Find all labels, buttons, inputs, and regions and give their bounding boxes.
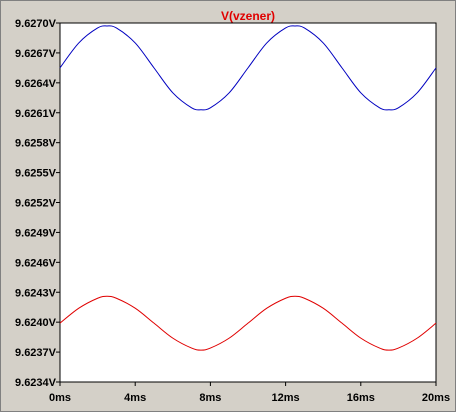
x-tick-label: 20ms (422, 392, 450, 404)
plot-area (59, 22, 437, 383)
x-axis: 0ms 4ms 8ms 12ms 16ms 20ms (49, 382, 450, 404)
y-axis: 9.6270V 9.6267V 9.6264V 9.6261V 9.6258V 9.625… (15, 18, 60, 389)
y-tick-label: 9.6267V (15, 48, 57, 60)
x-tick-label: 12ms (272, 392, 300, 404)
series-line-1 (59, 25, 437, 111)
y-tick-label: 9.6255V (15, 168, 57, 180)
series-layer (59, 25, 437, 351)
y-tick-label: 9.6264V (15, 78, 57, 90)
y-tick-label: 9.6270V (15, 18, 57, 30)
y-tick-label: 9.6237V (15, 347, 57, 359)
y-tick-label: 9.6258V (15, 138, 57, 150)
y-tick-label: 9.6249V (15, 227, 57, 239)
x-tick-label: 4ms (124, 392, 146, 404)
y-tick-label: 9.6240V (15, 317, 57, 329)
x-tick-label: 16ms (347, 392, 375, 404)
series-line-2 (59, 295, 437, 351)
y-tick-label: 9.6234V (15, 377, 57, 389)
y-tick-label: 9.6246V (15, 257, 57, 269)
x-tick-label: 0ms (49, 392, 71, 404)
y-tick-label: 9.6252V (15, 198, 57, 210)
chart-title: V(vzener) (221, 9, 275, 23)
y-tick-label: 9.6261V (15, 108, 57, 120)
y-tick-label: 9.6243V (15, 287, 57, 299)
x-tick-label: 8ms (199, 392, 221, 404)
